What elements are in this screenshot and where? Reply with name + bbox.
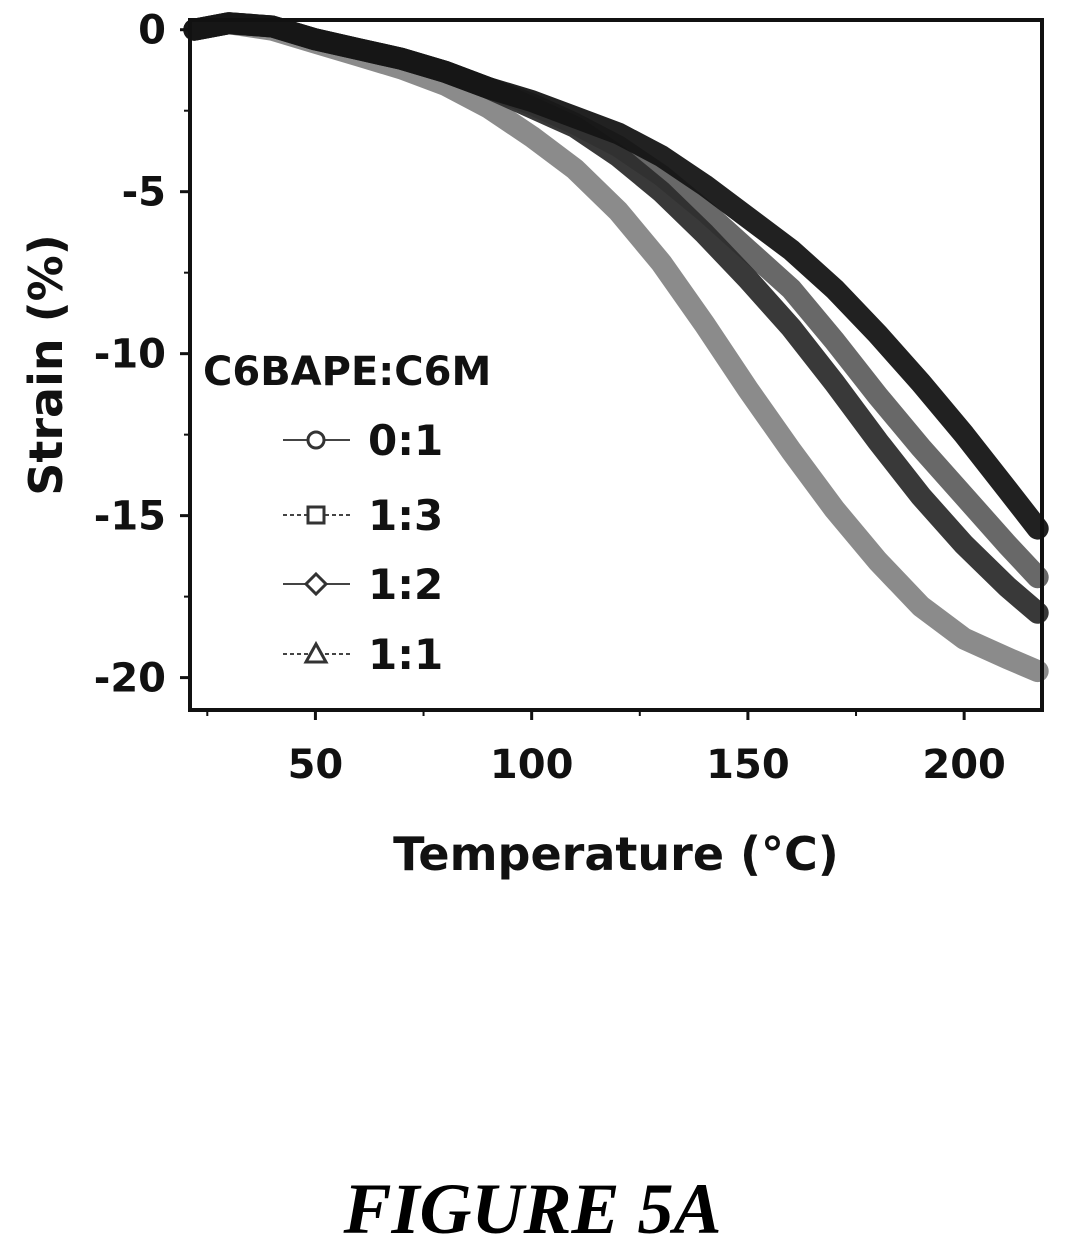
x-tick-label-50: 50 [288, 742, 344, 788]
figure-caption: FIGURE 5A [343, 1169, 722, 1249]
legend-marker-circle-icon [306, 430, 326, 450]
legend-item-1-1: 1:1 [283, 630, 443, 679]
legend-items: 0:1 1:3 1:2 1:1 [283, 416, 443, 679]
legend-label-1-1: 1:1 [368, 630, 443, 679]
y-axis-title: Strain (%) [19, 234, 73, 496]
series-line-0-1 [183, 12, 1049, 540]
series-layer [183, 12, 1049, 683]
legend-item-0-1: 0:1 [283, 416, 443, 465]
x-tick-label-200: 200 [922, 742, 1006, 788]
legend-item-1-2: 1:2 [283, 560, 443, 609]
series-line-1-1 [183, 12, 1049, 683]
y-tick-label-20: -20 [94, 656, 166, 702]
legend-label-0-1: 0:1 [368, 416, 443, 465]
legend-marker-square-icon [306, 505, 326, 525]
y-tick-label-0: 0 [138, 8, 166, 54]
x-axis-title: Temperature (°C) [393, 827, 839, 881]
plot-frame [188, 18, 1044, 712]
legend-title: C6BAPE:C6M [203, 349, 491, 395]
legend-item-1-3: 1:3 [283, 491, 443, 540]
x-tick-label-150: 150 [706, 742, 790, 788]
legend-marker-triangle-icon [303, 640, 329, 664]
legend-label-1-3: 1:3 [368, 491, 443, 540]
legend: C6BAPE:C6M 0:1 1:3 1:2 1:1 [203, 349, 491, 679]
y-tick-label-15: -15 [94, 494, 166, 540]
legend-marker-diamond-icon [303, 571, 329, 597]
ticks-layer: 50 100 150 200 0 -5 -10 -15 -20 [94, 8, 1006, 788]
y-tick-label-5: -5 [122, 170, 166, 216]
y-tick-label-10: -10 [94, 332, 166, 378]
x-tick-label-100: 100 [490, 742, 574, 788]
legend-label-1-2: 1:2 [368, 560, 443, 609]
